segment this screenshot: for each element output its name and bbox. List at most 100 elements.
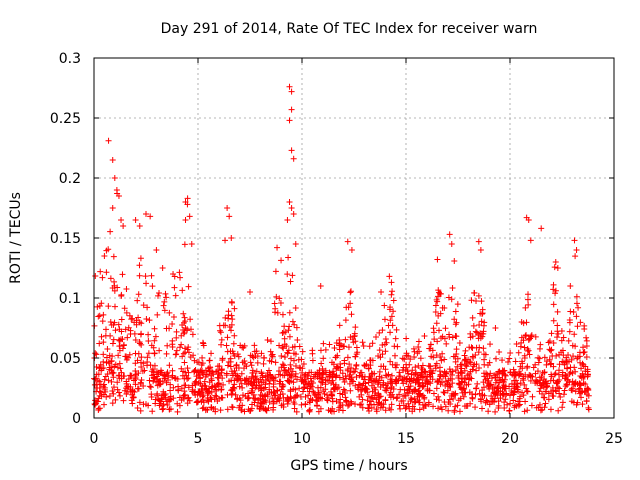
data-point bbox=[359, 396, 366, 403]
data-point bbox=[227, 355, 234, 362]
data-point bbox=[191, 389, 198, 396]
data-point bbox=[452, 392, 459, 399]
data-point bbox=[192, 378, 199, 385]
data-point bbox=[513, 340, 520, 347]
data-point bbox=[156, 289, 163, 296]
data-point bbox=[386, 273, 393, 280]
data-point bbox=[506, 355, 513, 362]
data-point bbox=[302, 401, 309, 408]
data-point bbox=[417, 391, 424, 398]
data-point bbox=[199, 387, 206, 394]
data-point bbox=[255, 396, 262, 403]
data-point bbox=[361, 363, 368, 370]
data-point bbox=[369, 340, 376, 347]
data-point bbox=[184, 326, 191, 333]
data-point bbox=[286, 117, 293, 124]
data-point bbox=[118, 375, 125, 382]
data-point bbox=[328, 379, 335, 386]
data-point bbox=[454, 301, 461, 308]
data-point bbox=[214, 363, 221, 370]
data-point bbox=[369, 357, 376, 364]
data-point bbox=[411, 348, 418, 355]
data-point bbox=[472, 391, 479, 398]
data-point bbox=[520, 337, 527, 344]
data-point bbox=[261, 399, 268, 406]
data-point bbox=[328, 359, 335, 366]
data-point bbox=[105, 137, 112, 144]
data-point bbox=[488, 393, 495, 400]
y-tick-label: 0.3 bbox=[59, 51, 81, 67]
data-point bbox=[134, 297, 141, 304]
data-point bbox=[525, 291, 532, 298]
data-point bbox=[115, 352, 122, 359]
data-point bbox=[441, 305, 448, 312]
data-point bbox=[101, 401, 108, 408]
data-point bbox=[185, 369, 192, 376]
data-point bbox=[426, 345, 433, 352]
data-point bbox=[399, 355, 406, 362]
data-point bbox=[549, 392, 556, 399]
data-point bbox=[199, 354, 206, 361]
data-point bbox=[579, 401, 586, 408]
data-point bbox=[377, 404, 384, 411]
data-point bbox=[332, 384, 339, 391]
data-point bbox=[480, 345, 487, 352]
data-point bbox=[475, 238, 482, 245]
data-point bbox=[173, 334, 180, 341]
data-point bbox=[444, 381, 451, 388]
data-point bbox=[400, 380, 407, 387]
data-point bbox=[415, 362, 422, 369]
data-point bbox=[212, 392, 219, 399]
data-point bbox=[333, 372, 340, 379]
data-point bbox=[433, 296, 440, 303]
data-point bbox=[437, 353, 444, 360]
data-point bbox=[235, 353, 242, 360]
data-point bbox=[475, 365, 482, 372]
data-point bbox=[159, 402, 166, 409]
y-tick-label: 0.25 bbox=[50, 111, 81, 127]
data-point bbox=[366, 343, 373, 350]
data-point bbox=[368, 404, 375, 411]
data-point bbox=[480, 322, 487, 329]
data-point bbox=[368, 382, 375, 389]
data-point bbox=[130, 377, 137, 384]
data-point bbox=[355, 381, 362, 388]
data-point bbox=[137, 255, 144, 262]
x-tick-label: 25 bbox=[605, 431, 623, 447]
data-point bbox=[178, 385, 185, 392]
data-point bbox=[134, 357, 141, 364]
data-point bbox=[191, 367, 198, 374]
data-point bbox=[377, 354, 384, 361]
data-point bbox=[181, 382, 188, 389]
data-point bbox=[445, 377, 452, 384]
data-point bbox=[347, 300, 354, 307]
data-point bbox=[373, 375, 380, 382]
data-point bbox=[101, 253, 108, 259]
data-point bbox=[501, 399, 508, 406]
data-point bbox=[462, 375, 469, 382]
data-point bbox=[542, 400, 549, 407]
data-point bbox=[436, 397, 443, 404]
data-point bbox=[114, 386, 121, 393]
data-point bbox=[107, 275, 114, 282]
data-point bbox=[228, 235, 235, 241]
data-point bbox=[270, 390, 277, 397]
data-point bbox=[554, 328, 561, 335]
data-point bbox=[100, 311, 107, 318]
axis-ticks: 0 5 10 15 20 25 0 0.05 0.1 0.15 0.2 0.25 0.3 bbox=[50, 51, 623, 447]
data-point bbox=[317, 405, 324, 412]
data-point bbox=[455, 372, 462, 379]
data-point bbox=[382, 407, 389, 414]
data-point bbox=[96, 392, 103, 399]
data-point bbox=[378, 374, 385, 381]
data-point bbox=[178, 365, 185, 372]
data-point bbox=[123, 285, 130, 292]
data-point bbox=[550, 387, 557, 394]
data-point bbox=[211, 396, 218, 403]
data-point bbox=[400, 367, 407, 374]
data-point bbox=[149, 408, 156, 415]
data-point bbox=[573, 247, 580, 253]
data-point bbox=[469, 366, 476, 373]
x-tick-label: 0 bbox=[90, 431, 99, 447]
data-point bbox=[217, 329, 224, 336]
